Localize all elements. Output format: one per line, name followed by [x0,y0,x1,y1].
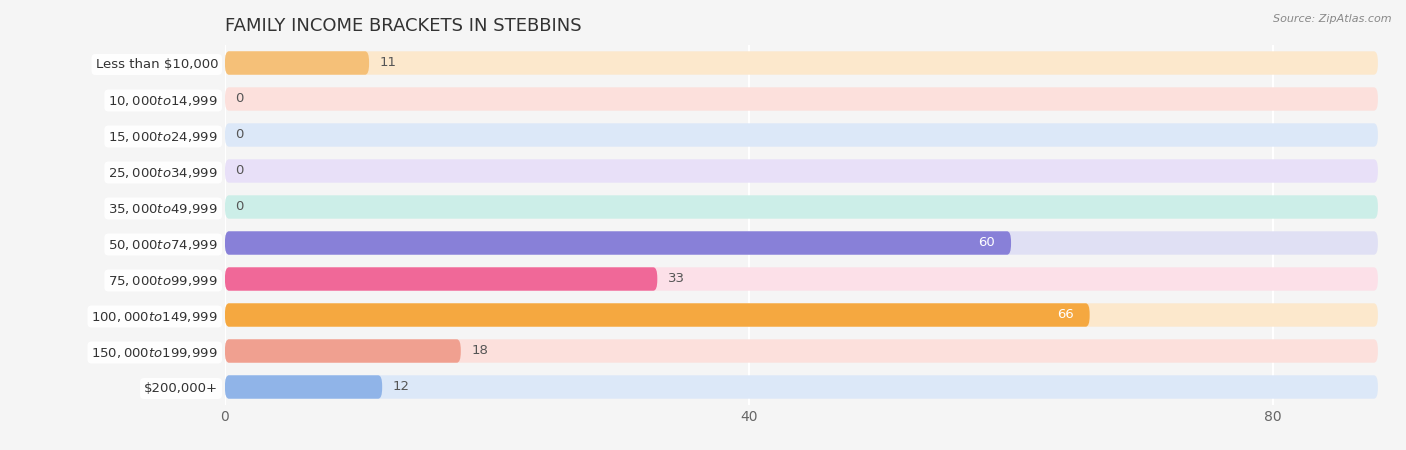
FancyBboxPatch shape [225,267,657,291]
FancyBboxPatch shape [225,231,1378,255]
Text: 60: 60 [979,237,995,249]
FancyBboxPatch shape [225,231,1011,255]
Text: 18: 18 [471,345,488,357]
FancyBboxPatch shape [225,375,1378,399]
FancyBboxPatch shape [225,123,1378,147]
FancyBboxPatch shape [225,339,1378,363]
Text: 33: 33 [668,273,685,285]
FancyBboxPatch shape [225,51,1378,75]
FancyBboxPatch shape [225,51,368,75]
FancyBboxPatch shape [225,267,1378,291]
FancyBboxPatch shape [225,87,1378,111]
FancyBboxPatch shape [225,339,461,363]
Text: 12: 12 [392,381,409,393]
Text: 66: 66 [1057,309,1074,321]
FancyBboxPatch shape [225,303,1378,327]
Text: 11: 11 [380,57,396,69]
FancyBboxPatch shape [225,195,1378,219]
FancyBboxPatch shape [225,159,1378,183]
FancyBboxPatch shape [225,375,382,399]
Text: Source: ZipAtlas.com: Source: ZipAtlas.com [1274,14,1392,23]
Text: 0: 0 [235,165,243,177]
Text: FAMILY INCOME BRACKETS IN STEBBINS: FAMILY INCOME BRACKETS IN STEBBINS [225,17,582,35]
Text: 0: 0 [235,93,243,105]
FancyBboxPatch shape [225,303,1090,327]
Text: 0: 0 [235,201,243,213]
Text: 0: 0 [235,129,243,141]
